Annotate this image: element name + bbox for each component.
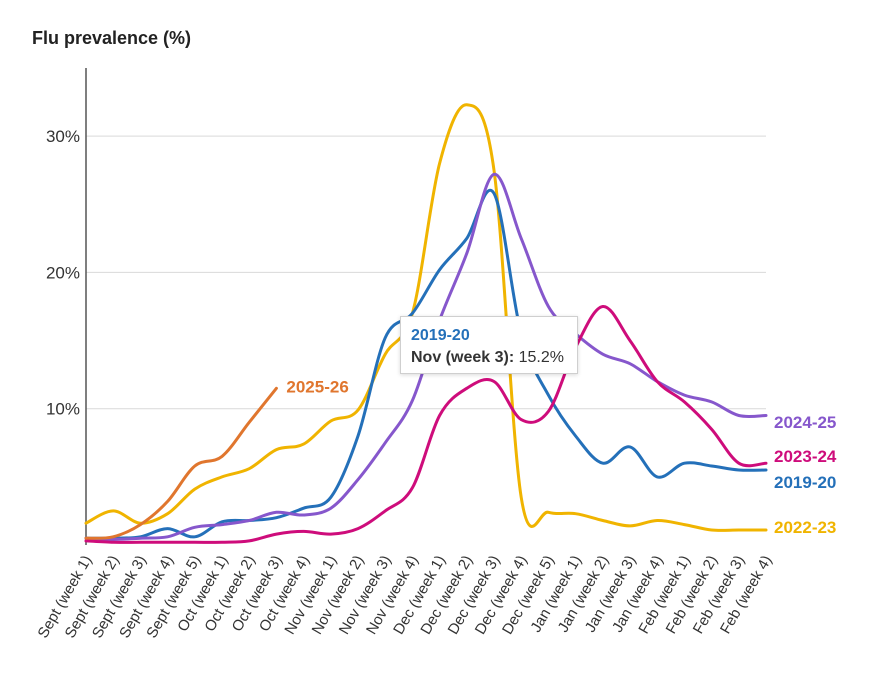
- series-label-2024-25: 2024-25: [774, 413, 836, 432]
- grid-layer: [86, 135, 766, 410]
- tooltip-separator: :: [508, 349, 515, 366]
- label-layer: 2022-23 2019-20 2024-25 2023-24 2025-26: [286, 377, 837, 537]
- series-line-2025-26: [84, 386, 278, 540]
- series-line-2023-24: [84, 305, 768, 544]
- tooltip-point-label: Nov (week 3): [411, 349, 509, 366]
- series-line-2019-20: [84, 188, 768, 540]
- tooltip: 2019-20 Nov (week 3): 15.2%: [400, 316, 578, 374]
- tooltip-value: 15.2%: [518, 349, 564, 366]
- tooltip-point: Nov (week 3): 15.2%: [411, 347, 567, 369]
- series-line-2022-23: [84, 103, 768, 532]
- series-label-2022-23: 2022-23: [774, 518, 836, 537]
- tooltip-series: 2019-20: [411, 327, 470, 344]
- y-tick-label: 30%: [46, 127, 80, 146]
- series-label-2019-20: 2019-20: [774, 473, 836, 492]
- chart-title: Flu prevalence (%): [32, 28, 192, 48]
- y-tick-label: 20%: [46, 263, 80, 282]
- y-tick-label: 10%: [46, 400, 80, 419]
- series-label-2023-24: 2023-24: [774, 447, 837, 466]
- series-label-2025-26: 2025-26: [286, 377, 348, 396]
